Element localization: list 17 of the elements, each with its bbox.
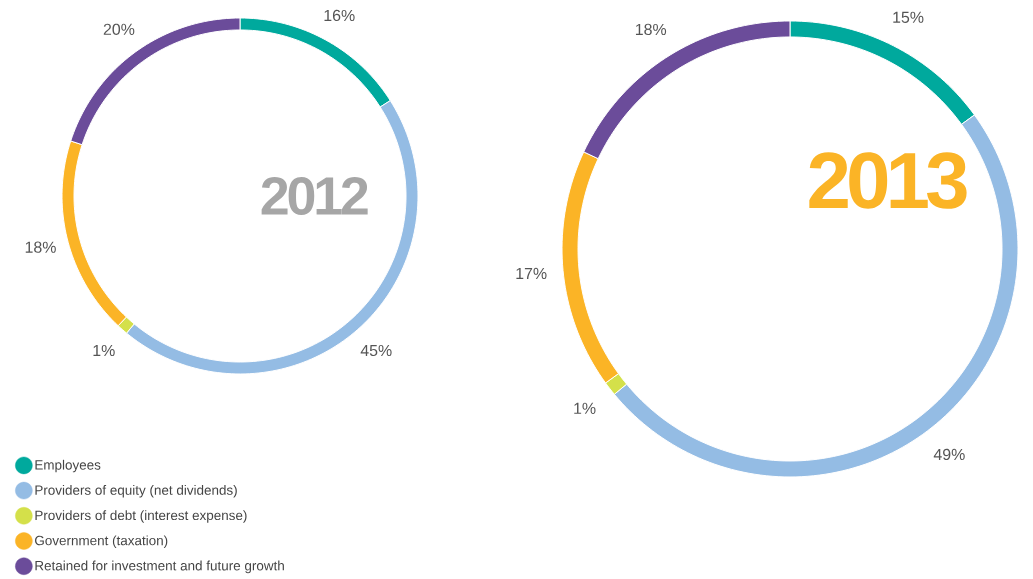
data-label: 45%: [360, 344, 392, 357]
data-label: 49%: [933, 448, 965, 461]
data-label: 18%: [25, 241, 56, 253]
data-label: 16%: [324, 9, 355, 22]
legend-label: Employees: [35, 459, 101, 473]
data-label: 1%: [93, 344, 115, 357]
text: 2013: [809, 152, 967, 209]
legend-label: Providers of debt (interest expense): [35, 510, 247, 523]
data-label: 1%: [574, 402, 596, 414]
data-label: 20%: [103, 23, 135, 35]
text: 2012: [261, 176, 368, 216]
data-label: 15%: [893, 11, 924, 23]
data-label: 18%: [635, 23, 667, 36]
legend-label: Providers of equity (net dividends): [35, 484, 237, 498]
data-label: 17%: [516, 267, 547, 280]
legend-label: Government (taxation): [35, 535, 168, 548]
legend-label: Retained for investment and future growth: [35, 560, 284, 574]
